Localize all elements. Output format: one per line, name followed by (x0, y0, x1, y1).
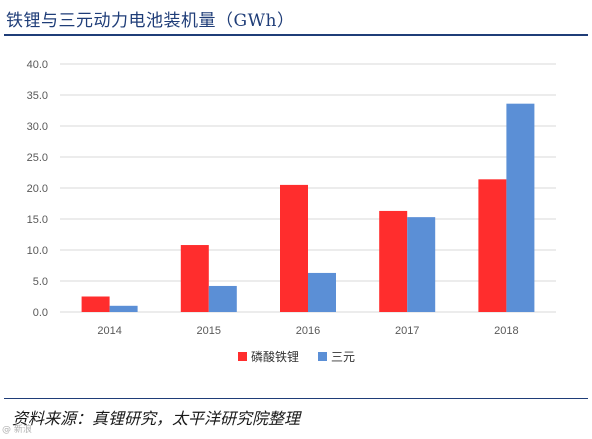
x-tick-label: 2017 (395, 325, 419, 337)
chart-container: 0.0 5.0 10.0 15.0 20.0 25.0 30.0 35.0 40.0 2014 2… (0, 38, 592, 398)
x-axis-ticks: 2014 2015 2016 2017 2018 (97, 325, 518, 337)
legend-label: 磷酸铁锂 (251, 349, 299, 364)
bar-ncm-2018 (506, 103, 535, 313)
y-tick-label: 20.0 (27, 183, 48, 195)
source-note: 资料来源：真锂研究，太平洋研究院整理 (12, 409, 301, 428)
legend-label: 三元 (331, 350, 355, 364)
x-tick-label: 2014 (97, 325, 121, 337)
bars (81, 103, 535, 313)
y-tick-label: 25.0 (27, 152, 48, 164)
bar-lfp-2018 (478, 179, 507, 312)
page-title: 铁锂与三元动力电池装机量（GWh） (6, 11, 295, 31)
bar-ncm-2017 (407, 217, 436, 312)
y-tick-label: 15.0 (27, 214, 48, 226)
bar-chart: 0.05.010.015.020.025.030.035.040.0 2014 2… (27, 59, 556, 364)
watermark: @ 新浪 (2, 425, 32, 435)
y-tick-label: 35.0 (27, 90, 48, 102)
y-tick-label: 5.0 (33, 276, 48, 288)
bar-lfp-2016 (280, 184, 308, 312)
bar-ncm-2014 (109, 305, 138, 312)
x-tick-label: 2015 (197, 325, 221, 337)
bar-lfp-2017 (379, 210, 408, 312)
legend: 磷酸铁锂 三元 (238, 349, 355, 364)
bar-lfp-2015 (180, 245, 209, 312)
x-tick-label: 2018 (494, 325, 518, 337)
legend-swatch (238, 352, 247, 361)
bar-ncm-2015 (208, 285, 237, 312)
title-divider (4, 34, 588, 36)
bar-ncm-2016 (308, 272, 336, 312)
source-divider (4, 398, 588, 399)
legend-swatch (318, 352, 327, 361)
bar-lfp-2014 (81, 296, 110, 312)
y-tick-label: 30.0 (27, 121, 48, 133)
y-tick-label: 10.0 (27, 245, 48, 257)
y-tick-label: 0.0 (33, 307, 48, 319)
y-tick-label: 40.0 (27, 59, 48, 71)
x-tick-label: 2016 (296, 325, 320, 337)
y-axis-ticks: 0.0 5.0 10.0 15.0 20.0 25.0 30.0 35.0 40.0 (27, 59, 48, 319)
